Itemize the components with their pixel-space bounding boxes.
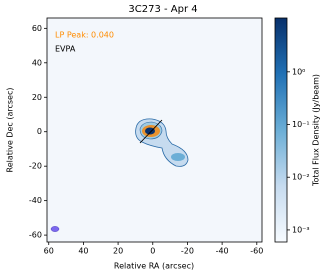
beam (50, 226, 60, 232)
y-tick-label: 60 (32, 24, 42, 33)
x-tick-label: 60 (44, 247, 54, 256)
plot-frame (46, 17, 263, 243)
jet-knot (171, 153, 185, 161)
y-axis-label: Relative Dec (arcsec) (6, 88, 15, 173)
y-tick-label: 40 (32, 58, 42, 67)
emission (135, 118, 189, 167)
colorbar-label: Total Flux Density (Jy/beam) (312, 74, 321, 187)
y-tick-label: -60 (29, 231, 42, 240)
colorbar-tick-label: 10⁻² (292, 173, 310, 182)
colorbar-tick-label: 10⁻¹ (292, 120, 310, 129)
x-tick-label: 40 (78, 247, 88, 256)
y-tick-label: -20 (29, 162, 42, 171)
evpa-vector (139, 119, 163, 144)
colorbar (274, 17, 288, 243)
colorbar-tick-label: 10⁰ (292, 67, 305, 76)
annotation: LP Peak: 0.040 (55, 31, 114, 40)
x-tick-label: -40 (216, 247, 229, 256)
x-tick-label: -20 (181, 247, 194, 256)
core (145, 127, 155, 135)
x-axis-label: Relative RA (arcsec) (114, 262, 194, 271)
y-tick-label: 0 (37, 127, 42, 136)
x-tick-label: 0 (150, 247, 155, 256)
annotation: EVPA (55, 45, 76, 54)
y-tick-label: 20 (32, 93, 42, 102)
x-tick-label: 20 (113, 247, 123, 256)
chart-title: 3C273 - Apr 4 (128, 4, 197, 15)
x-tick-label: -60 (250, 247, 263, 256)
y-tick-label: -40 (29, 196, 42, 205)
colorbar-tick-label: 10⁻³ (292, 225, 310, 234)
